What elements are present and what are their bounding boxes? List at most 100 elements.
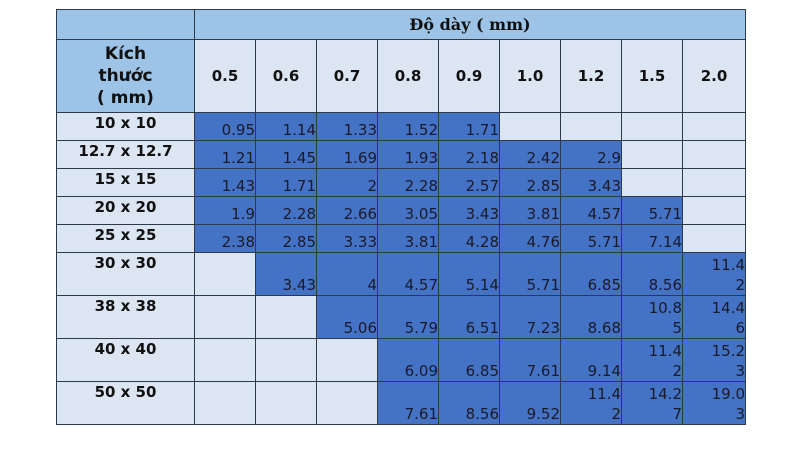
weight-cell: 2.38 [194,224,256,253]
weight-cell [681,224,747,253]
weight-cell: 2.85 [499,168,561,197]
weight-cell: 3.43 [438,196,500,225]
weight-cell [621,112,683,141]
weight-value: 19.03 [711,385,746,423]
weight-cell: 2.42 [499,140,561,169]
weight-cell: 4.76 [499,224,561,253]
weight-cell: 3.81 [377,224,439,253]
weight-cell [681,196,747,225]
weight-cell: 9.14 [560,338,622,382]
weight-cell: 1.21 [194,140,256,169]
weight-value: 15.23 [711,342,746,380]
weight-cell: 6.51 [438,295,500,339]
table-row: 15 x 15 1.43 1.71 2 2.28 2.57 2.85 3.43 [56,168,747,197]
weight-cell: 15.23 [681,338,747,382]
weight-value: 14.46 [711,299,746,337]
weight-cell [194,252,256,296]
weight-cell: 6.85 [438,338,500,382]
weight-cell: 5.14 [438,252,500,296]
weight-cell: 6.09 [377,338,439,382]
thickness-col-header: 1.5 [621,39,683,113]
weight-cell: 5.71 [560,224,622,253]
weight-cell: 7.14 [621,224,683,253]
weight-value: 11.42 [648,342,682,380]
weight-cell: 8.56 [438,381,500,425]
table-body: 10 x 10 0.95 1.14 1.33 1.52 1.71 12.7 x 12.7 1.… [56,112,747,425]
weight-cell: 8.68 [560,295,622,339]
thickness-group-header: Độ dày ( mm) [193,9,747,40]
weight-cell [681,140,747,169]
weight-cell: 7.23 [499,295,561,339]
weight-table: Độ dày ( mm) Kích thước ( mm) 0.5 0.6 0.… [56,9,747,425]
table-row: 40 x 40 6.09 6.85 7.61 9.14 11.42 15.23 [56,338,747,382]
weight-value: 11.42 [587,385,621,423]
weight-cell: 2.28 [255,196,317,225]
corner-cell [56,9,195,40]
weight-cell [255,381,317,425]
size-label: 50 x 50 [56,381,195,425]
size-label: 40 x 40 [56,338,195,382]
size-header-line: ( mm) [97,88,154,108]
weight-cell: 4 [316,252,378,296]
size-label: 30 x 30 [56,252,195,296]
thickness-col-header: 0.7 [316,39,378,113]
weight-cell: 5.71 [621,196,683,225]
weight-cell: 3.05 [377,196,439,225]
weight-cell: 5.71 [499,252,561,296]
weight-cell [255,295,317,339]
weight-cell [621,168,683,197]
weight-cell: 6.85 [560,252,622,296]
table-row: 12.7 x 12.7 1.21 1.45 1.69 1.93 2.18 2.42 2.9 [56,140,747,169]
thickness-col-header: 0.5 [194,39,256,113]
weight-cell: 11.42 [681,252,747,296]
weight-cell: 3.81 [499,196,561,225]
weight-cell: 10.85 [621,295,683,339]
size-label: 15 x 15 [56,168,195,197]
table-row: 10 x 10 0.95 1.14 1.33 1.52 1.71 [56,112,747,141]
weight-cell: 14.46 [681,295,747,339]
weight-cell [194,381,256,425]
weight-cell: 2.57 [438,168,500,197]
thickness-col-header: 2.0 [681,39,747,113]
weight-cell: 8.56 [621,252,683,296]
weight-cell: 2 [316,168,378,197]
size-header-line: Kích [104,44,147,64]
weight-cell: 2.85 [255,224,317,253]
size-label: 25 x 25 [56,224,195,253]
thickness-col-header: 0.8 [377,39,439,113]
weight-cell: 1.14 [255,112,317,141]
weight-cell: 3.43 [560,168,622,197]
weight-cell: 5.06 [316,295,378,339]
weight-cell: 11.42 [621,338,683,382]
size-header-line: thước [98,66,153,86]
table-row: 30 x 30 3.43 4 4.57 5.14 5.71 6.85 8.56 11.42 [56,252,747,296]
table-row: 38 x 38 5.06 5.79 6.51 7.23 8.68 10.85 14.46 [56,295,747,339]
weight-cell: 1.71 [438,112,500,141]
thickness-col-header: 1.0 [499,39,561,113]
weight-cell: 1.52 [377,112,439,141]
weight-cell: 2.18 [438,140,500,169]
weight-cell [681,168,747,197]
weight-cell: 14.27 [621,381,683,425]
weight-cell: 7.61 [499,338,561,382]
thickness-col-header: 0.9 [438,39,500,113]
weight-cell: 4.57 [560,196,622,225]
size-label: 38 x 38 [56,295,195,339]
weight-cell: 3.43 [255,252,317,296]
table-row: 20 x 20 1.9 2.28 2.66 3.05 3.43 3.81 4.57 5.71 [56,196,747,225]
weight-cell [316,381,378,425]
weight-cell: 3.33 [316,224,378,253]
size-label: 12.7 x 12.7 [56,140,195,169]
weight-cell [194,338,256,382]
weight-cell: 9.52 [499,381,561,425]
weight-cell [560,112,622,141]
weight-cell: 4.28 [438,224,500,253]
weight-cell: 2.9 [560,140,622,169]
weight-value: 11.42 [711,256,746,294]
thickness-col-header: 1.2 [560,39,622,113]
weight-cell: 5.79 [377,295,439,339]
thickness-col-header: 0.6 [255,39,317,113]
table-row: 50 x 50 7.61 8.56 9.52 11.42 14.27 19.03 [56,381,747,425]
weight-cell [316,338,378,382]
weight-cell: 1.71 [255,168,317,197]
